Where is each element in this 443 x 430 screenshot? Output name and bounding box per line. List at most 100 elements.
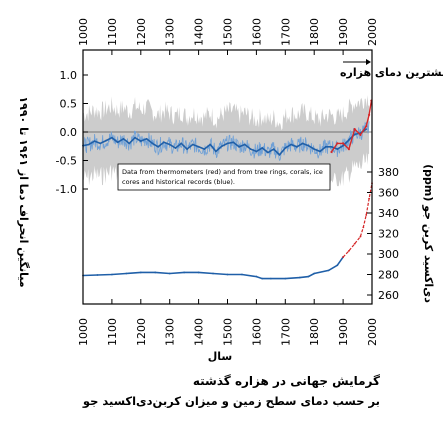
co2-measured-point	[342, 256, 344, 258]
x-tick-label-bottom: 1000	[77, 318, 90, 346]
temperature-proxy-point	[180, 142, 183, 145]
temp-y-tick-label: 0.0	[60, 126, 78, 139]
temperature-proxy-point	[197, 145, 200, 148]
temperature-proxy-point	[278, 153, 281, 156]
co2-proxy-point	[154, 271, 157, 274]
temperature-proxy-point	[347, 139, 350, 141]
temperature-proxy-point	[249, 148, 252, 151]
co2-measured-point	[353, 242, 356, 245]
temperature-proxy-point	[226, 142, 229, 145]
co2-proxy-point	[255, 275, 258, 278]
x-tick-label-top: 1400	[193, 18, 206, 46]
temperature-proxy-point	[151, 142, 154, 145]
temperature-thermometer-point	[353, 128, 356, 131]
temperature-proxy-point	[168, 143, 171, 146]
temperature-proxy-point	[353, 133, 356, 136]
temperature-proxy-point	[365, 128, 368, 131]
x-tick-label-bottom: 1900	[337, 318, 350, 346]
x-tick-label-top: 1000	[77, 18, 90, 46]
co2-measured-series	[342, 183, 373, 258]
data-source-note-box	[117, 163, 331, 191]
co2-proxy-point	[197, 271, 200, 274]
x-tick-label-top: 1500	[222, 18, 235, 46]
x-tick-label-bottom: 1100	[106, 318, 119, 346]
temperature-proxy-point	[111, 136, 113, 139]
temperature-proxy-point	[267, 151, 269, 154]
x-tick-label-bottom: 1200	[135, 318, 148, 346]
temperature-proxy-point	[134, 136, 136, 139]
co2-proxy-point	[212, 272, 214, 275]
temperature-thermometer-point	[368, 113, 371, 116]
co2-y-tick-label: 260	[378, 289, 399, 302]
co2-proxy-point	[96, 274, 99, 276]
co2-measured-point	[362, 226, 365, 229]
x-tick-label-bottom: 2000	[366, 318, 379, 346]
temperature-proxy-point	[203, 148, 206, 151]
co2-y-tick-label: 360	[378, 187, 399, 200]
temperature-proxy-point	[301, 142, 304, 145]
temperature-proxy-point	[313, 148, 316, 151]
temperature-proxy-point	[232, 141, 235, 144]
co2-y-tick-label: 380	[378, 166, 399, 179]
co2-proxy-point	[125, 272, 128, 275]
temperature-proxy-point	[238, 145, 240, 148]
x-tick-label-bottom: 1500	[222, 318, 235, 346]
temperature-proxy-point	[128, 142, 131, 145]
caption-title: گرمایش جهانی در هزاره گذشته	[192, 374, 380, 388]
co2-proxy-point	[111, 273, 113, 276]
x-tick-label-bottom: 1600	[250, 318, 263, 346]
temperature-proxy-point	[330, 145, 333, 148]
x-tick-label-bottom: 1800	[308, 318, 321, 346]
temperature-proxy-point	[87, 143, 90, 146]
co2-measured-point	[347, 250, 350, 252]
temperature-proxy-point	[284, 147, 287, 149]
x-tick-label-top: 1300	[164, 18, 177, 46]
co2-proxy-series	[82, 256, 344, 280]
axes: 1000 1000 1100 1100 1200 1200 1300 1300 1400 1400…	[17, 18, 435, 346]
co2-proxy-point	[307, 275, 310, 278]
temperature-proxy-point	[243, 143, 246, 146]
co2-panel	[82, 182, 373, 280]
x-tick-label-bottom: 1700	[279, 318, 292, 346]
co2-y-tick-label: 280	[378, 269, 399, 282]
x-tick-label-top: 1800	[308, 18, 321, 46]
temperature-proxy-point	[215, 150, 217, 153]
temp-y-tick-label: -0.5	[56, 155, 77, 168]
co2-proxy-point	[284, 277, 287, 280]
co2-proxy-point	[313, 272, 316, 275]
x-tick-label-top: 1700	[279, 18, 292, 46]
temperature-proxy-point	[319, 150, 321, 153]
x-tick-label-top: 2000	[366, 18, 379, 46]
temperature-proxy-point	[290, 143, 292, 146]
data-source-note-line: cores and historical records (blue).	[122, 178, 235, 186]
temp-y-tick-label: -1.0	[56, 183, 77, 196]
co2-proxy-point	[261, 277, 264, 280]
temperature-proxy-point	[307, 144, 310, 147]
x-tick-label-bottom: 1400	[193, 318, 206, 346]
co2-y-tick-label: 340	[378, 207, 399, 220]
temperature-proxy-point	[99, 142, 102, 145]
temperature-proxy-point	[116, 141, 119, 144]
temperature-thermometer-point	[342, 142, 345, 145]
co2-y-tick-label: 320	[378, 228, 399, 241]
temperature-thermometer-point	[330, 150, 333, 154]
temperature-proxy-point	[336, 148, 339, 151]
co2-proxy-point	[298, 276, 301, 279]
temperature-proxy-point	[105, 139, 108, 142]
temperature-panel-title: بیشترین دمای هزاره	[340, 66, 443, 79]
co2-y-axis-title: دی‌اکسید کربن جو (ppm)	[422, 164, 435, 303]
co2-proxy-point	[269, 277, 272, 280]
temperature-proxy-point	[157, 145, 160, 148]
co2-y-tick-label: 300	[378, 248, 399, 261]
temp-y-axis-title: میانگین انحراف دما از ۱۹۶۱ تا ۱۹۹۰	[17, 96, 30, 287]
temperature-proxy-point	[261, 147, 264, 149]
temperature-proxy-point	[139, 140, 142, 143]
temperature-proxy-point	[191, 143, 194, 146]
co2-proxy-point	[336, 264, 339, 267]
temperature-proxy-point	[163, 141, 165, 144]
temperature-proxy-point	[295, 145, 298, 148]
co2-measured-point	[359, 235, 362, 238]
x-axis-title: سال	[207, 350, 233, 363]
temperature-proxy-point	[342, 144, 344, 147]
temperature-panel: بیشترین دمای هزاره Data from thermometers…	[82, 59, 443, 191]
